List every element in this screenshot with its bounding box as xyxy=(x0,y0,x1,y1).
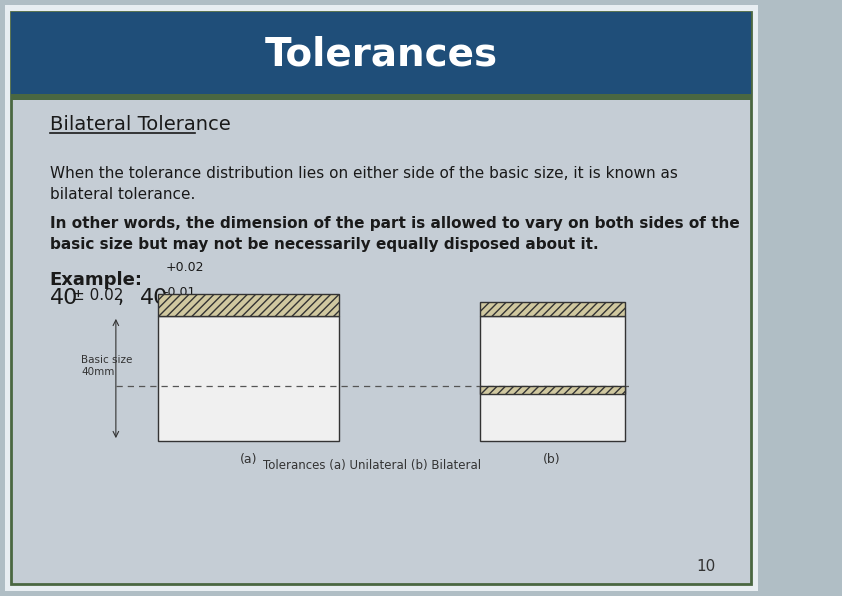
Bar xyxy=(11,12,751,96)
Text: Tolerances (a) Unilateral (b) Bilateral: Tolerances (a) Unilateral (b) Bilateral xyxy=(263,460,481,473)
Text: 10: 10 xyxy=(695,559,715,574)
Bar xyxy=(480,386,625,394)
Bar xyxy=(158,316,339,441)
Text: When the tolerance distribution lies on either side of the basic size, it is kno: When the tolerance distribution lies on … xyxy=(50,166,678,202)
Text: Bilateral Tolerance: Bilateral Tolerance xyxy=(50,114,231,134)
Text: +0.02: +0.02 xyxy=(166,261,204,274)
Text: (b): (b) xyxy=(543,453,561,466)
Bar xyxy=(480,316,625,441)
Text: -0.01: -0.01 xyxy=(163,286,195,299)
Text: In other words, the dimension of the part is allowed to vary on both sides of th: In other words, the dimension of the par… xyxy=(50,216,739,252)
Text: 40: 40 xyxy=(141,288,168,308)
Text: Basic size
40mm: Basic size 40mm xyxy=(82,355,133,377)
Text: Tolerances: Tolerances xyxy=(264,35,498,73)
Text: 40: 40 xyxy=(50,288,78,308)
Text: ± 0.02: ± 0.02 xyxy=(72,288,124,303)
Text: (a): (a) xyxy=(240,453,258,466)
Text: Example:: Example: xyxy=(50,271,143,289)
Bar xyxy=(11,94,751,100)
Bar xyxy=(158,294,339,316)
Bar xyxy=(480,302,625,316)
Text: ,: , xyxy=(118,288,124,307)
